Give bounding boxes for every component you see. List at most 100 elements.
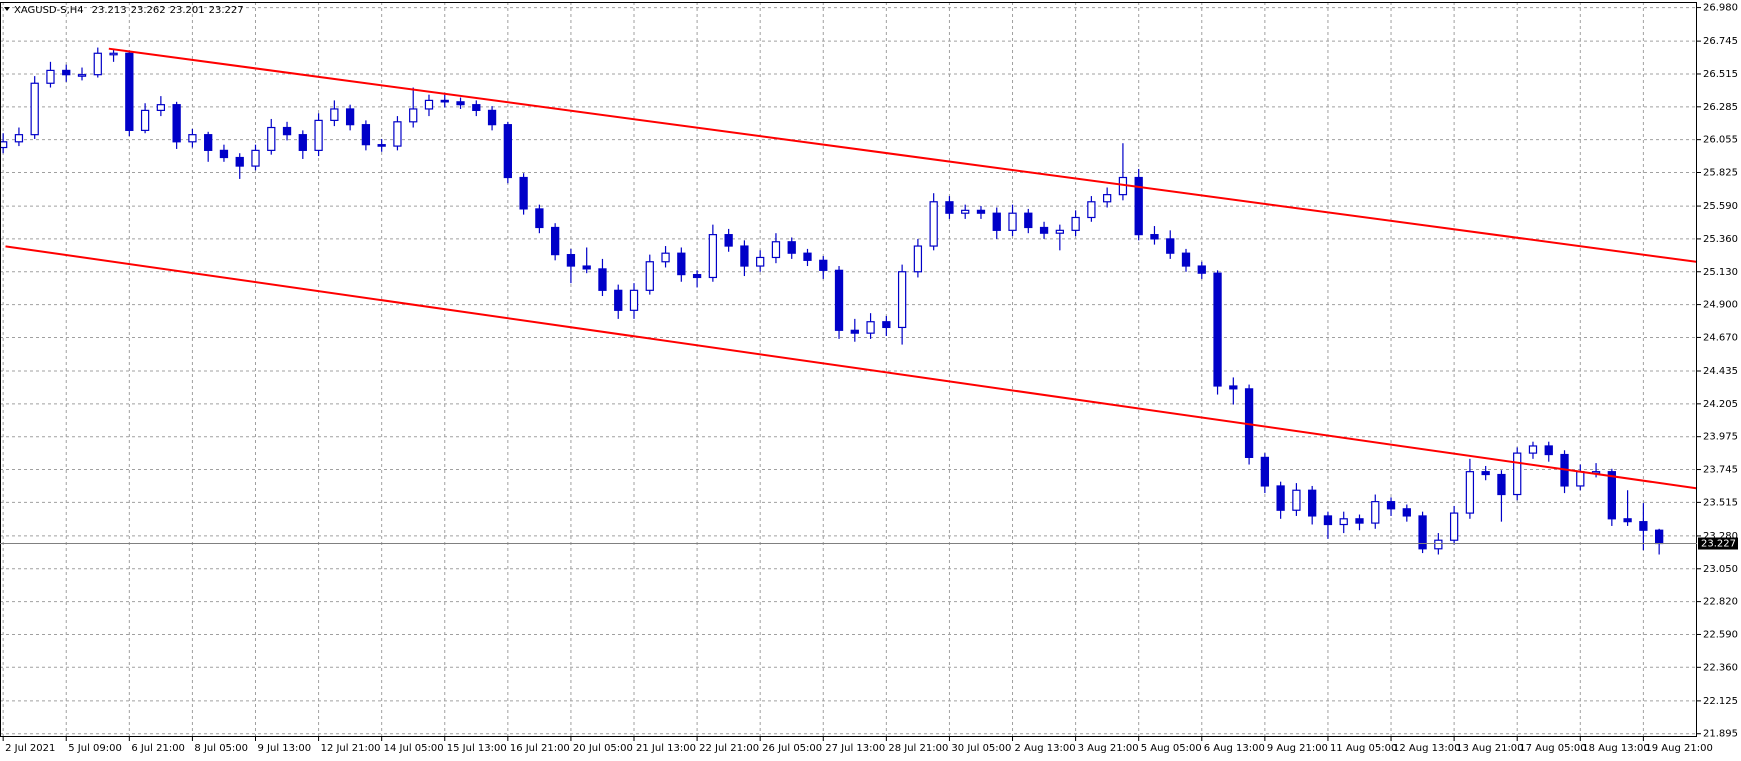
candle-body (629, 289, 639, 311)
bid-label: 23.227 (1701, 539, 1736, 550)
candle-body (724, 234, 733, 247)
candle-body (1465, 471, 1475, 514)
candle-body (1071, 216, 1080, 231)
candle-body (93, 52, 102, 76)
candle-body (46, 69, 55, 84)
candle-body (1355, 518, 1364, 524)
y-tick-label: 23.280 (1703, 531, 1738, 542)
candle-body (834, 269, 844, 331)
x-tick-label: 2 Jul 2021 (5, 743, 55, 754)
candle-body (140, 109, 150, 131)
candle-body (0, 141, 8, 149)
candle-body (345, 108, 355, 126)
candle-body (1402, 508, 1411, 517)
candle-body (645, 261, 654, 291)
candle-body (551, 226, 560, 256)
candle-body (708, 234, 718, 279)
x-tick-label: 2 Aug 13:00 (1015, 743, 1076, 754)
candle-body (913, 245, 923, 273)
x-tick-label: 9 Aug 21:00 (1267, 743, 1328, 754)
y-tick-label: 26.745 (1703, 36, 1738, 47)
candle-body (787, 241, 796, 254)
x-tick-label: 28 Jul 21:00 (888, 743, 948, 754)
candle-body (125, 52, 134, 131)
candle-body (1308, 489, 1317, 517)
candle-body (519, 176, 528, 210)
y-tick-label: 23.515 (1703, 497, 1738, 508)
y-tick-label: 23.050 (1703, 564, 1738, 575)
candle-body (314, 119, 323, 151)
candle-body (172, 104, 181, 143)
x-tick-label: 13 Aug 21:00 (1456, 743, 1523, 754)
candle-body (503, 124, 512, 179)
candle-body (219, 149, 229, 159)
y-tick-label: 24.205 (1703, 399, 1738, 410)
candle-body (1449, 512, 1459, 541)
x-tick-label: 5 Aug 05:00 (1141, 743, 1202, 754)
candle-body (393, 121, 402, 147)
x-tick-label: 18 Aug 13:00 (1582, 743, 1649, 754)
candle-body (472, 104, 481, 111)
trend-line (108, 47, 1698, 263)
candle-body (77, 74, 87, 77)
menu-arrow[interactable] (4, 7, 10, 11)
candle-body (866, 321, 875, 334)
candle-body (1639, 521, 1648, 531)
y-tick-label: 22.125 (1703, 696, 1738, 707)
candle-body (677, 252, 686, 276)
candle-body (992, 212, 1001, 231)
y-tick-label: 26.515 (1703, 69, 1738, 80)
candle-body (1339, 518, 1348, 526)
y-tick-label: 22.360 (1703, 662, 1738, 673)
y-tick-label: 25.590 (1703, 201, 1738, 212)
x-tick-label: 3 Aug 21:00 (1078, 743, 1139, 754)
candle-body (1623, 518, 1632, 523)
candle-body (1386, 501, 1396, 510)
x-tick-label: 5 Jul 09:00 (68, 743, 122, 754)
candle-body (1292, 489, 1301, 511)
bid-label-box (1698, 537, 1738, 550)
y-tick-label: 23.745 (1703, 465, 1738, 476)
y-tick-label: 24.670 (1703, 332, 1738, 343)
candle-body (566, 254, 576, 267)
x-tick-label: 8 Jul 05:00 (194, 743, 248, 754)
candle-body (961, 209, 970, 214)
candle-body (377, 144, 386, 147)
candle-body (1576, 471, 1585, 487)
candle-body (1039, 226, 1049, 234)
candle-body (1087, 201, 1096, 219)
ohlc-value: 23.262 (131, 5, 166, 16)
candle-body (929, 201, 938, 247)
ohlc-value: 23.213 (92, 5, 127, 16)
candle-body (330, 108, 339, 121)
y-tick-label: 23.975 (1703, 432, 1738, 443)
y-tick-label: 21.895 (1703, 729, 1738, 740)
candle-body (740, 245, 749, 267)
candle-body (1197, 265, 1206, 274)
candle-body (1655, 529, 1664, 545)
x-tick-label: 16 Jul 21:00 (510, 743, 570, 754)
candle-body (945, 201, 954, 214)
y-tick-label: 26.285 (1703, 102, 1738, 113)
candle-body (282, 126, 292, 136)
y-tick-label: 22.590 (1703, 629, 1738, 640)
candle-body (1055, 229, 1064, 234)
candle-body (1371, 501, 1380, 524)
x-tick-label: 17 Aug 05:00 (1519, 743, 1586, 754)
candle-body (1513, 452, 1522, 496)
candle-body (1134, 176, 1143, 236)
candle-body (1607, 471, 1616, 520)
y-tick-label: 25.360 (1703, 234, 1738, 245)
y-tick-label: 24.900 (1703, 300, 1738, 311)
x-tick-label: 21 Jul 13:00 (636, 743, 696, 754)
candle-body (582, 265, 591, 270)
candle-body (109, 52, 118, 56)
candle-body (440, 99, 449, 103)
candle-body (1276, 485, 1285, 511)
x-tick-label: 19 Aug 21:00 (1645, 743, 1712, 754)
candle-body (850, 329, 859, 334)
candle-body (1181, 252, 1191, 267)
x-tick-label: 6 Aug 13:00 (1204, 743, 1265, 754)
candle-body (409, 108, 418, 123)
